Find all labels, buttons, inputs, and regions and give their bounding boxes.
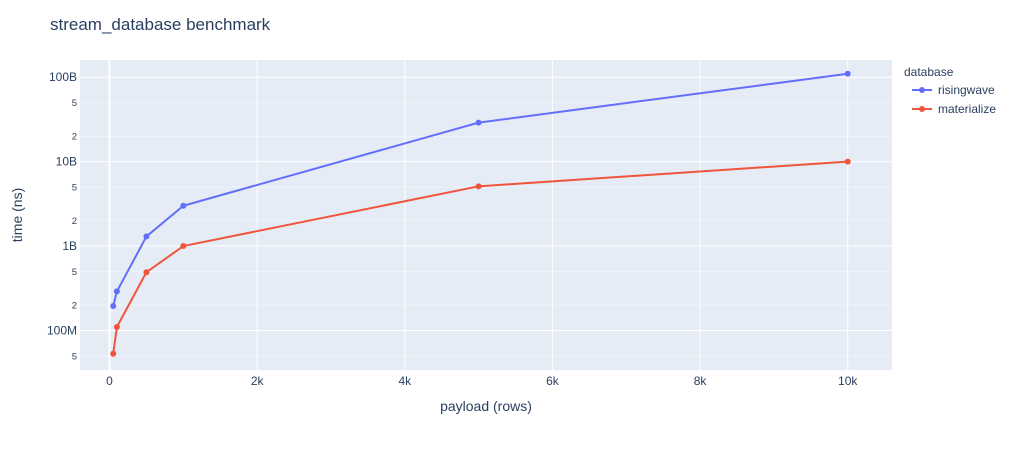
x-tick-label: 10k <box>838 374 858 388</box>
y-tick-label: 100M <box>47 323 77 337</box>
series-layer <box>110 70 851 357</box>
y-minor-tick-label: 5 <box>72 351 77 362</box>
y-minor-tick-label: 5 <box>72 183 77 194</box>
x-tick-label: 2k <box>251 374 265 388</box>
series-line-materialize <box>112 160 848 354</box>
x-tick-label: 0 <box>106 374 113 388</box>
x-axis-ticks: 0 2k 4k 6k 8k 10k <box>106 374 858 388</box>
data-point-materialize <box>180 243 187 250</box>
legend: database risingwave materialize <box>904 65 996 116</box>
y-minor-tick-label: 5 <box>72 267 77 278</box>
y-tick-label: 1B <box>62 239 77 253</box>
y-axis-ticks: 100M 1B 10B 100B 5 2 5 2 5 2 5 <box>47 70 77 362</box>
data-point-risingwave <box>844 70 851 77</box>
legend-item-label: risingwave <box>938 83 995 97</box>
legend-item-label: materialize <box>938 102 996 116</box>
data-point-materialize <box>844 158 851 165</box>
data-point-risingwave <box>180 202 187 209</box>
data-point-materialize <box>113 323 120 330</box>
data-point-risingwave <box>143 233 150 240</box>
y-minor-tick-label: 2 <box>72 132 77 143</box>
y-axis-title: time (ns) <box>9 188 25 242</box>
y-minor-tick-label: 2 <box>72 216 77 227</box>
data-point-materialize <box>110 350 117 357</box>
legend-swatch-marker <box>919 87 925 93</box>
y-tick-label: 100B <box>49 70 77 84</box>
x-tick-label: 4k <box>398 374 412 388</box>
grid-lines <box>80 60 892 370</box>
y-tick-label: 10B <box>56 155 77 169</box>
x-tick-label: 8k <box>694 374 708 388</box>
plot-area <box>80 60 892 370</box>
data-point-risingwave <box>475 119 482 126</box>
legend-swatch-marker <box>919 106 925 112</box>
legend-title: database <box>904 65 954 79</box>
y-minor-tick-label: 5 <box>72 98 77 109</box>
y-minor-tick-label: 2 <box>72 301 77 312</box>
x-axis-title: payload (rows) <box>440 398 532 414</box>
data-point-materialize <box>475 183 482 190</box>
data-point-risingwave <box>110 302 117 309</box>
data-point-materialize <box>143 269 150 276</box>
chart-title: stream_database benchmark <box>50 15 271 34</box>
x-tick-label: 6k <box>546 374 560 388</box>
data-point-risingwave <box>113 288 120 295</box>
